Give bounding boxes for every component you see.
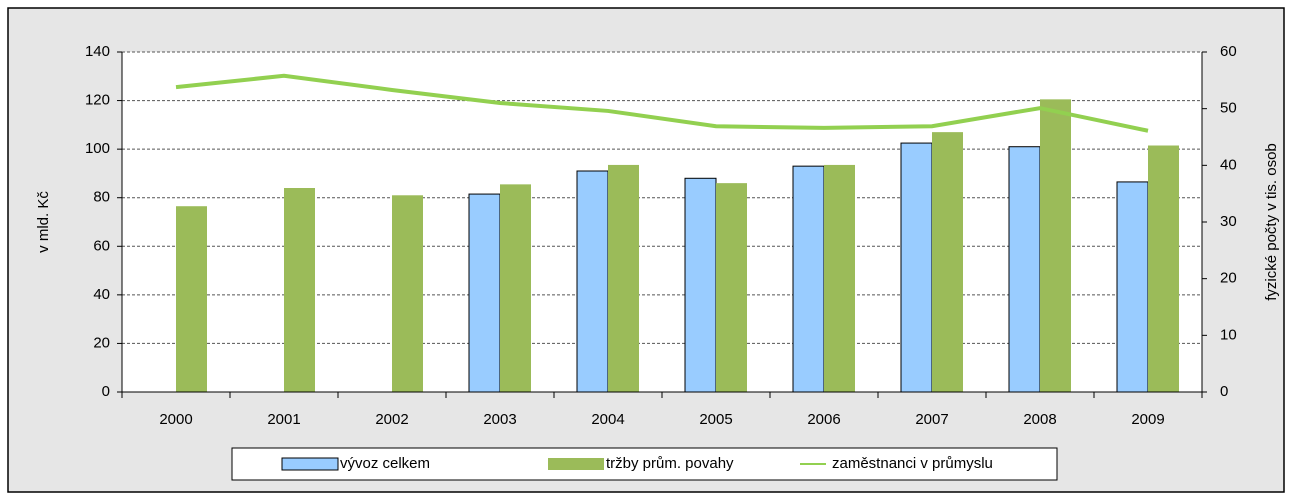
y2-tick-label: 0 [1220, 383, 1228, 400]
bar [900, 142, 933, 393]
bar [792, 165, 825, 393]
y-tick-label: 120 [85, 92, 110, 109]
x-tick-label: 2007 [915, 411, 948, 428]
legend-swatch [281, 457, 339, 471]
bar [284, 188, 315, 392]
x-tick-label: 2006 [807, 411, 840, 428]
y2-tick-label: 40 [1220, 156, 1237, 173]
legend-label: vývoz celkem [340, 455, 430, 472]
y-tick-label: 80 [93, 189, 110, 206]
y2-tick-label: 50 [1220, 100, 1237, 117]
bar [500, 184, 531, 392]
y-tick-label: 0 [102, 383, 110, 400]
y2-tick-label: 10 [1220, 326, 1237, 343]
bar [468, 193, 501, 393]
x-tick-label: 2003 [483, 411, 516, 428]
bar [932, 132, 963, 392]
y-tick-label: 20 [93, 334, 110, 351]
y-tick-label: 140 [85, 43, 110, 60]
x-tick-label: 2002 [375, 411, 408, 428]
x-tick-label: 2005 [699, 411, 732, 428]
x-tick-label: 2000 [159, 411, 192, 428]
bar [608, 164, 639, 392]
bar [1008, 146, 1041, 393]
bar [392, 195, 423, 392]
y2-tick-label: 60 [1220, 43, 1237, 60]
legend-swatch [548, 458, 604, 470]
bar [1148, 145, 1179, 392]
line [175, 73, 1149, 133]
bar [1040, 99, 1071, 392]
bar [824, 164, 855, 392]
legend-label: tržby prům. povahy [606, 455, 734, 472]
bar [176, 206, 207, 392]
bar [684, 177, 717, 393]
x-tick-label: 2009 [1131, 411, 1164, 428]
x-tick-label: 2001 [267, 411, 300, 428]
bar [1116, 181, 1149, 393]
bar [716, 183, 747, 392]
y-axis-label: v mld. Kč [35, 191, 52, 253]
y-tick-label: 60 [93, 237, 110, 254]
legend-label: zaměstnanci v průmyslu [832, 455, 993, 472]
y-tick-label: 100 [85, 140, 110, 157]
bar [576, 170, 609, 393]
y2-axis-label: fyzické počty v tis. osob [1263, 143, 1280, 301]
y2-tick-label: 30 [1220, 213, 1237, 230]
y2-tick-label: 20 [1220, 270, 1237, 287]
legend [231, 447, 1058, 481]
y-tick-label: 40 [93, 286, 110, 303]
x-tick-label: 2004 [591, 411, 624, 428]
x-tick-label: 2008 [1023, 411, 1056, 428]
